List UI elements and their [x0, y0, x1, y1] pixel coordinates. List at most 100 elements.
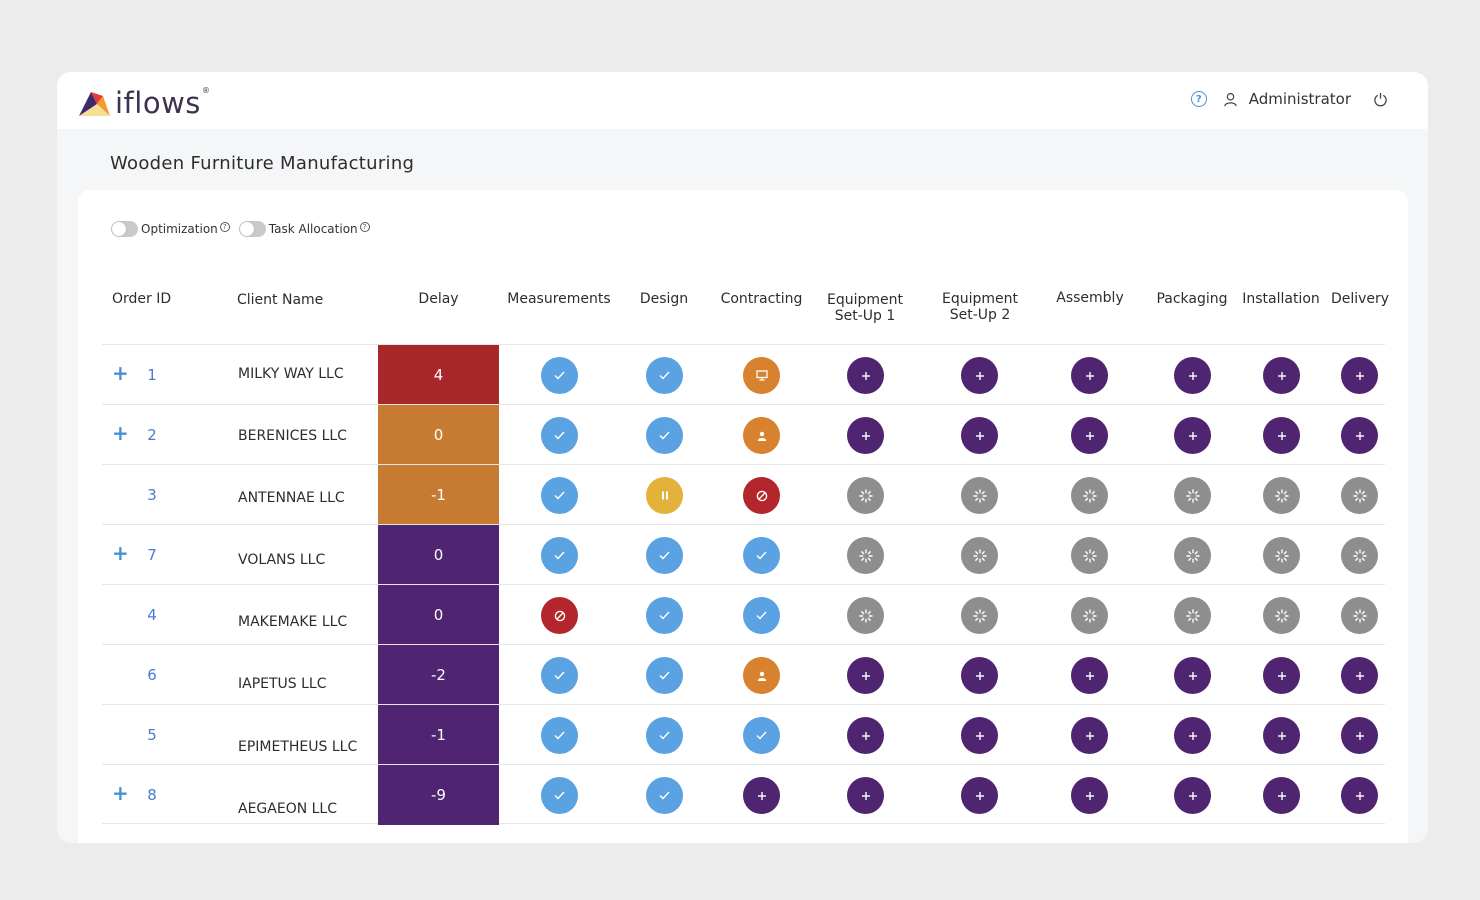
optimization-switch[interactable] — [111, 221, 138, 237]
task-status-plus-icon[interactable] — [1071, 657, 1108, 694]
question-icon[interactable]: ? — [219, 222, 230, 232]
task-status-check-icon[interactable] — [743, 717, 780, 754]
order-id[interactable]: 6 — [147, 666, 157, 684]
task-status-check-icon[interactable] — [646, 537, 683, 574]
expand-row-button[interactable]: + — [112, 421, 129, 445]
order-id[interactable]: 2 — [147, 426, 157, 444]
task-status-user-icon[interactable] — [743, 417, 780, 454]
task-status-plus-icon[interactable] — [1341, 357, 1378, 394]
order-id[interactable]: 7 — [147, 546, 157, 564]
task-status-loading-spinner-icon[interactable] — [1071, 477, 1108, 514]
order-id[interactable]: 8 — [147, 786, 157, 804]
table-row[interactable]: 6 IAPETUS LLC -2 — [102, 644, 1385, 705]
task-status-loading-spinner-icon[interactable] — [961, 537, 998, 574]
column-header-installation[interactable]: Installation — [1242, 291, 1320, 307]
table-row[interactable]: +7 VOLANS LLC 0 — [102, 524, 1385, 585]
task-status-plus-icon[interactable] — [847, 717, 884, 754]
task-status-check-icon[interactable] — [541, 777, 578, 814]
task-status-plus-icon[interactable] — [1174, 357, 1211, 394]
order-id[interactable]: 5 — [147, 726, 157, 744]
expand-row-button[interactable]: + — [112, 541, 129, 565]
task-status-blocked-icon[interactable] — [541, 597, 578, 634]
task-status-loading-spinner-icon[interactable] — [1071, 597, 1108, 634]
help-icon[interactable]: ? — [1190, 91, 1207, 107]
task-status-check-icon[interactable] — [646, 717, 683, 754]
task-status-loading-spinner-icon[interactable] — [1174, 537, 1211, 574]
task-status-loading-spinner-icon[interactable] — [1341, 477, 1378, 514]
task-status-check-icon[interactable] — [541, 477, 578, 514]
table-row[interactable]: +8 AEGAEON LLC -9 — [102, 764, 1385, 825]
task-status-loading-spinner-icon[interactable] — [961, 477, 998, 514]
column-header-equipment-setup-2[interactable]: Equipment Set-Up 2 — [942, 291, 1018, 323]
task-status-plus-icon[interactable] — [847, 657, 884, 694]
task-status-check-icon[interactable] — [646, 777, 683, 814]
task-status-plus-icon[interactable] — [1341, 717, 1378, 754]
task-status-plus-icon[interactable] — [743, 777, 780, 814]
task-status-plus-icon[interactable] — [961, 657, 998, 694]
task-status-plus-icon[interactable] — [1174, 717, 1211, 754]
task-status-loading-spinner-icon[interactable] — [1263, 477, 1300, 514]
column-header-measurements[interactable]: Measurements — [507, 291, 611, 307]
task-status-pause-icon[interactable] — [646, 477, 683, 514]
task-status-plus-icon[interactable] — [961, 357, 998, 394]
expand-row-button[interactable]: + — [112, 361, 129, 385]
task-status-check-icon[interactable] — [743, 537, 780, 574]
task-status-check-icon[interactable] — [646, 417, 683, 454]
task-status-blocked-icon[interactable] — [743, 477, 780, 514]
task-status-loading-spinner-icon[interactable] — [1174, 477, 1211, 514]
task-status-loading-spinner-icon[interactable] — [1174, 597, 1211, 634]
column-header-assembly[interactable]: Assembly — [1056, 290, 1124, 306]
task-status-plus-icon[interactable] — [1174, 657, 1211, 694]
task-status-plus-icon[interactable] — [1174, 777, 1211, 814]
task-status-check-icon[interactable] — [646, 357, 683, 394]
table-row[interactable]: +1 MILKY WAY LLC 4 — [102, 344, 1385, 405]
task-status-check-icon[interactable] — [541, 657, 578, 694]
task-status-check-icon[interactable] — [541, 417, 578, 454]
column-header-order-id[interactable]: Order ID — [112, 291, 172, 307]
task-status-plus-icon[interactable] — [1341, 417, 1378, 454]
column-header-design[interactable]: Design — [639, 291, 689, 307]
task-status-plus-icon[interactable] — [1263, 657, 1300, 694]
task-status-plus-icon[interactable] — [961, 417, 998, 454]
task-status-loading-spinner-icon[interactable] — [847, 477, 884, 514]
task-status-plus-icon[interactable] — [961, 777, 998, 814]
task-status-loading-spinner-icon[interactable] — [847, 597, 884, 634]
task-status-plus-icon[interactable] — [847, 357, 884, 394]
task-status-plus-icon[interactable] — [1263, 417, 1300, 454]
task-status-user-icon[interactable] — [743, 657, 780, 694]
task-status-check-icon[interactable] — [541, 717, 578, 754]
task-status-plus-icon[interactable] — [1071, 717, 1108, 754]
task-status-check-icon[interactable] — [646, 657, 683, 694]
column-header-equipment-setup-1[interactable]: Equipment Set-Up 1 — [827, 292, 903, 324]
task-status-check-icon[interactable] — [541, 537, 578, 574]
task-status-plus-icon[interactable] — [961, 717, 998, 754]
task-status-plus-icon[interactable] — [1174, 417, 1211, 454]
task-status-plus-icon[interactable] — [1071, 777, 1108, 814]
order-id[interactable]: 3 — [147, 486, 157, 504]
brand-logo[interactable]: iflows ® — [77, 86, 210, 120]
task-status-plus-icon[interactable] — [847, 777, 884, 814]
task-status-plus-icon[interactable] — [1263, 717, 1300, 754]
task-status-plus-icon[interactable] — [1071, 357, 1108, 394]
question-icon[interactable]: ? — [359, 222, 370, 232]
task-status-check-icon[interactable] — [646, 597, 683, 634]
task-status-check-icon[interactable] — [743, 597, 780, 634]
table-row[interactable]: 4 MAKEMAKE LLC 0 — [102, 584, 1385, 645]
task-status-plus-icon[interactable] — [1341, 777, 1378, 814]
table-row[interactable]: 3 ANTENNAE LLC -1 — [102, 464, 1385, 525]
task-allocation-toggle[interactable]: Task Allocation ? — [238, 221, 370, 237]
task-status-loading-spinner-icon[interactable] — [847, 537, 884, 574]
task-status-loading-spinner-icon[interactable] — [1263, 597, 1300, 634]
task-status-loading-spinner-icon[interactable] — [1071, 537, 1108, 574]
column-header-delivery[interactable]: Delivery — [1330, 291, 1390, 307]
table-row[interactable]: +2 BERENICES LLC 0 — [102, 404, 1385, 465]
column-header-contracting[interactable]: Contracting — [720, 291, 803, 307]
column-header-client-name[interactable]: Client Name — [237, 292, 324, 308]
task-status-monitor-icon[interactable] — [743, 357, 780, 394]
task-status-plus-icon[interactable] — [1341, 657, 1378, 694]
column-header-packaging[interactable]: Packaging — [1156, 291, 1228, 307]
task-status-plus-icon[interactable] — [1263, 777, 1300, 814]
column-header-delay[interactable]: Delay — [418, 291, 459, 307]
table-row[interactable]: 5 EPIMETHEUS LLC -1 — [102, 704, 1385, 765]
optimization-toggle[interactable]: Optimization ? — [111, 221, 230, 237]
